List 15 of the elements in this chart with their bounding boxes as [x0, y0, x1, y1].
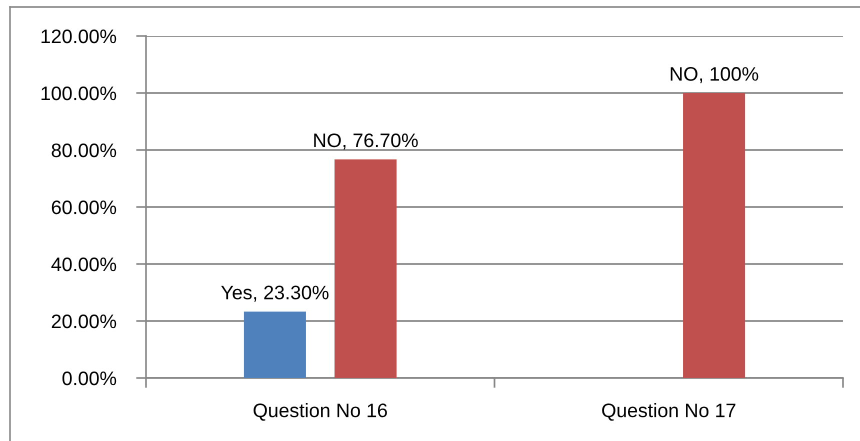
- x-tick-label: Question No 17: [602, 403, 736, 421]
- y-tick-label: 60.00%: [52, 200, 116, 214]
- bar: [683, 93, 746, 378]
- bar: [244, 312, 306, 378]
- y-tick-label: 0.00%: [62, 371, 116, 386]
- y-tick-label: 100.00%: [42, 86, 116, 100]
- x-tick-label: Question No 16: [254, 403, 387, 421]
- y-tick-label: 20.00%: [52, 314, 116, 328]
- y-tick-label: 80.00%: [52, 143, 116, 158]
- y-tick-label: 120.00%: [42, 29, 116, 44]
- y-tick-label: 40.00%: [51, 257, 116, 272]
- data-label: NO, 100%: [670, 67, 758, 84]
- bar: [334, 159, 397, 378]
- data-label: Yes, 23.30%: [221, 286, 328, 302]
- data-label: NO, 76.70%: [314, 133, 418, 150]
